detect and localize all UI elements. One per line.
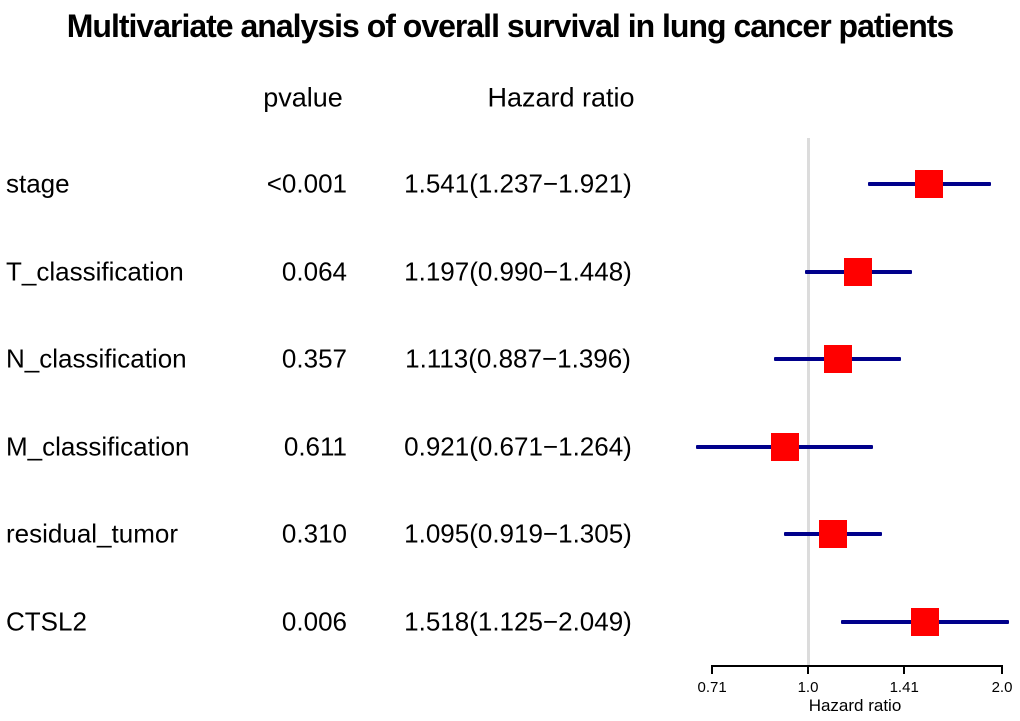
column-header-pvalue: pvalue [263, 82, 343, 113]
row-pvalue: 0.310 [281, 518, 347, 549]
row-pvalue: <0.001 [266, 168, 347, 199]
column-header-hazard-ratio: Hazard ratio [487, 82, 635, 113]
hazard-ratio-marker [771, 432, 799, 461]
hazard-ratio-marker [824, 345, 852, 374]
row-pvalue: 0.611 [283, 431, 347, 462]
row-hazard-ratio-text: 0.921(0.671−1.264) [404, 431, 632, 462]
x-axis-tick [711, 665, 714, 674]
hazard-ratio-marker [844, 257, 873, 286]
row-label: N_classification [6, 343, 187, 374]
hazard-ratio-marker [819, 520, 848, 549]
reference-line [806, 138, 810, 667]
row-label: M_classification [6, 431, 190, 462]
x-axis-tick-label: 1.0 [797, 679, 819, 696]
row-hazard-ratio-text: 1.541(1.237−1.921) [404, 168, 632, 199]
x-axis-tick-label: 0.71 [697, 679, 727, 696]
row-pvalue: 0.064 [281, 256, 347, 287]
row-label: residual_tumor [6, 518, 178, 549]
hazard-ratio-marker [910, 608, 939, 636]
x-axis-tick [903, 665, 906, 674]
x-axis-tick-label: 2.0 [991, 679, 1013, 696]
row-hazard-ratio-text: 1.197(0.990−1.448) [404, 256, 632, 287]
x-axis-line [712, 665, 1002, 667]
row-hazard-ratio-text: 1.518(1.125−2.049) [404, 606, 632, 637]
x-axis-tick [807, 665, 809, 674]
x-axis-label: Hazard ratio [808, 696, 902, 715]
row-pvalue: 0.006 [281, 606, 347, 637]
row-label: stage [6, 168, 70, 199]
row-pvalue: 0.357 [281, 343, 347, 374]
x-axis-tick [1001, 665, 1003, 674]
x-axis-tick-label: 1.41 [889, 679, 919, 696]
hazard-ratio-marker [915, 170, 943, 198]
row-hazard-ratio-text: 1.095(0.919−1.305) [404, 518, 632, 549]
row-hazard-ratio-text: 1.113(0.887−1.396) [405, 343, 631, 374]
figure-title: Multivariate analysis of overall surviva… [66, 8, 954, 44]
row-label: CTSL2 [6, 606, 87, 637]
row-label: T_classification [6, 256, 184, 287]
